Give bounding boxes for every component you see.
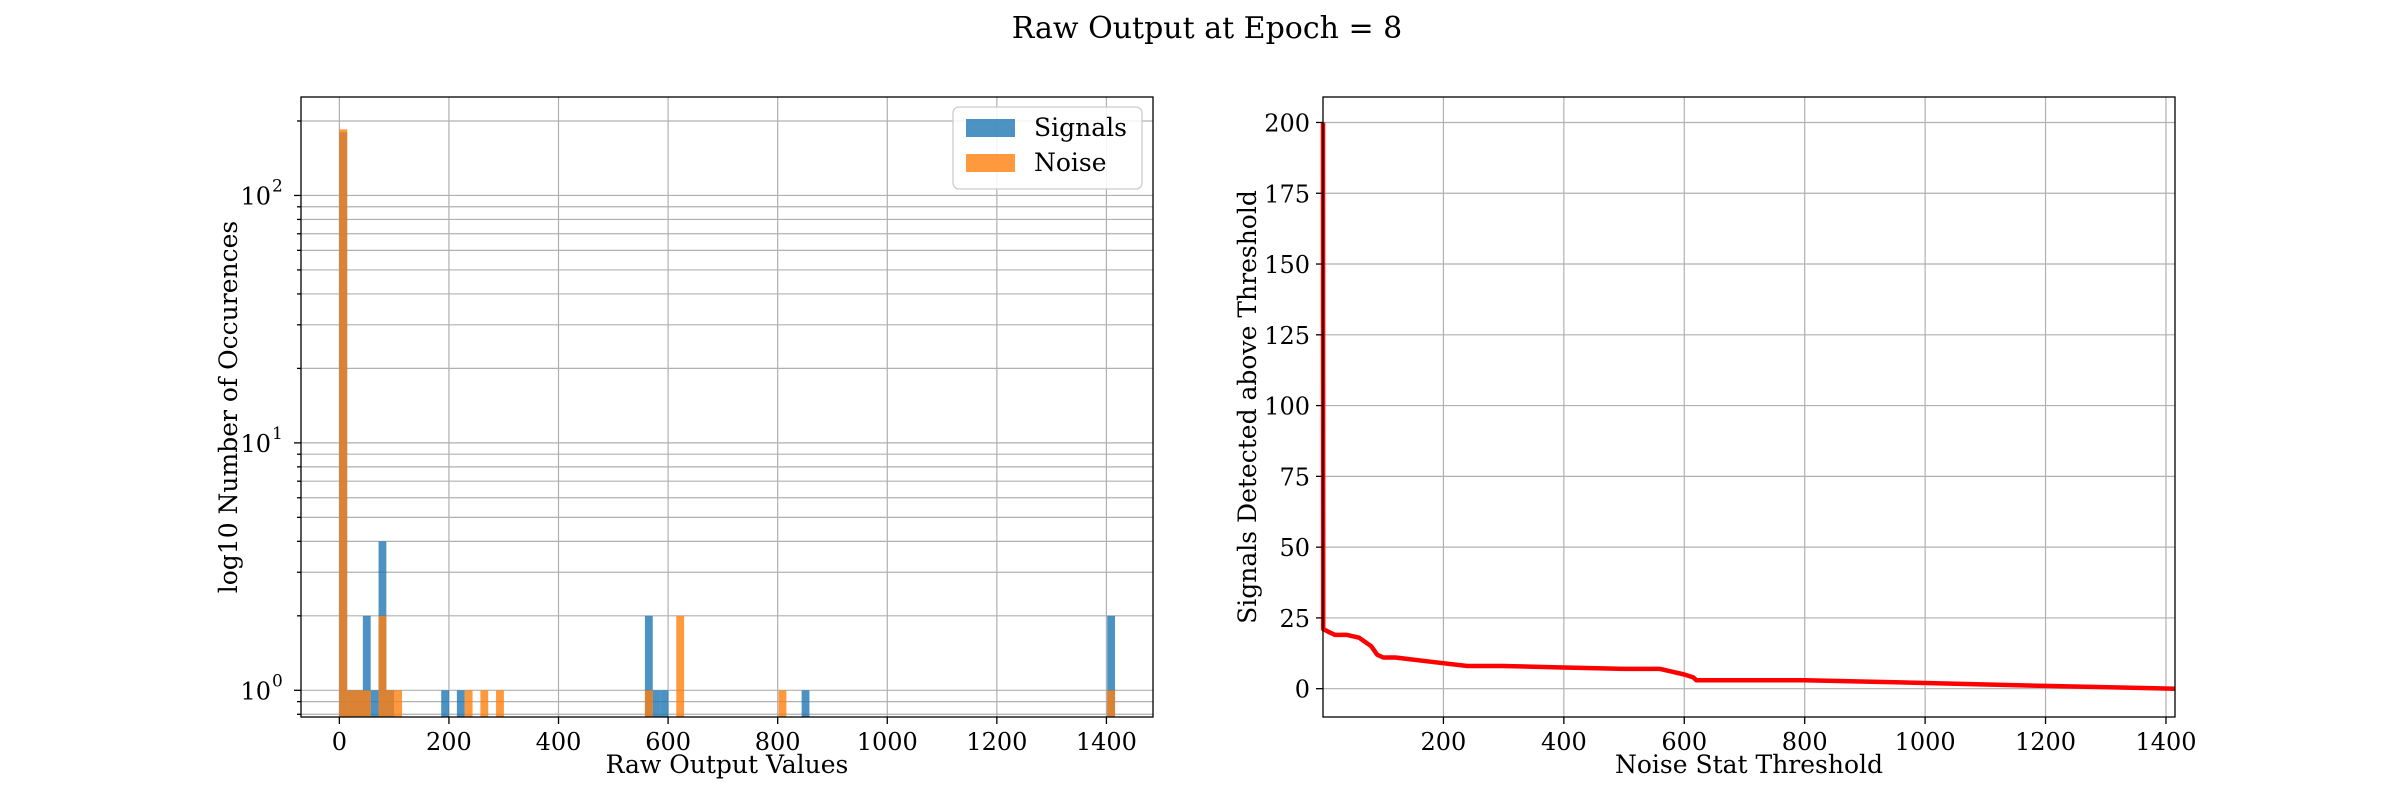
line-chart-x-ticks: 200 400 600 800 1000 1200 1400 xyxy=(1421,717,2197,756)
signals-above-threshold-line xyxy=(1320,122,2176,691)
legend-swatch-signals xyxy=(966,119,1015,137)
line-chart-x-tick-label: 400 xyxy=(1541,728,1587,756)
line-chart-y-tick-label: 50 xyxy=(1279,534,1310,562)
histogram-bar-noise xyxy=(355,690,363,717)
line-chart-frame xyxy=(1322,96,2176,718)
histogram-bar-noise xyxy=(480,690,489,717)
histogram-bar-signals xyxy=(370,690,379,717)
histogram-bar-noise xyxy=(778,690,787,717)
line-chart-y-tick-label: 75 xyxy=(1279,463,1310,491)
histogram-legend: Signals Noise xyxy=(952,106,1143,190)
line-chart-y-label: Signals Detected above Threshold xyxy=(1233,190,1262,624)
histogram-x-tick-label: 1000 xyxy=(857,728,918,756)
histogram-bar-signals xyxy=(456,690,465,717)
line-chart-y-tick-label: 25 xyxy=(1279,605,1310,633)
histogram-bar-noise xyxy=(1107,690,1116,717)
histogram-x-tick-label: 800 xyxy=(755,728,801,756)
histogram-x-tick-label: 1400 xyxy=(1076,728,1137,756)
histogram-x-tick-label: 1200 xyxy=(966,728,1027,756)
histogram-bar-noise xyxy=(496,690,504,717)
histogram-x-tick-label: 0 xyxy=(332,728,347,756)
histogram-bar-noise xyxy=(394,690,403,717)
histogram-x-tick-label: 400 xyxy=(536,728,582,756)
threshold-line-chart: 200 400 600 800 1000 1200 1400 0 25 50 75 100 125 15… xyxy=(1233,96,2197,779)
histogram-bar-signals xyxy=(362,615,371,717)
histogram-frame xyxy=(300,96,1154,718)
histogram-bar-signals xyxy=(660,690,669,717)
line-chart-y-tick-label: 150 xyxy=(1264,251,1310,279)
histogram-x-tick-label: 200 xyxy=(426,728,472,756)
line-chart-x-tick-label: 1400 xyxy=(2135,728,2196,756)
histogram-bar-signals xyxy=(801,690,810,717)
line-chart-grid xyxy=(1323,97,2175,717)
line-chart-x-label: Noise Stat Threshold xyxy=(1615,750,1883,779)
legend-label-noise: Noise xyxy=(1034,148,1107,177)
histogram-bar-noise xyxy=(378,615,387,717)
line-chart-y-tick-label: 0 xyxy=(1295,676,1310,704)
histogram-bar-noise xyxy=(362,690,371,717)
line-chart-x-tick-label: 800 xyxy=(1782,728,1828,756)
line-chart-x-tick-label: 1000 xyxy=(1895,728,1956,756)
histogram-y-tick-label: 10 xyxy=(240,182,271,210)
histogram-y-tick-exponent: 1 xyxy=(272,424,283,444)
line-chart-x-tick-label: 600 xyxy=(1661,728,1707,756)
line-chart-x-tick-label: 1200 xyxy=(2015,728,2076,756)
line-chart-y-tick-label: 175 xyxy=(1264,180,1310,208)
histogram-bar-signals xyxy=(441,690,450,717)
histogram-y-tick-exponent: 2 xyxy=(272,176,283,196)
histogram-bar-noise xyxy=(464,690,473,717)
histogram-y-label: log10 Number of Occurences xyxy=(214,221,243,594)
line-chart-y-ticks: 0 25 50 75 100 125 150 175 200 xyxy=(1264,109,1323,704)
line-chart-y-tick-label: 100 xyxy=(1264,393,1310,421)
line-chart-y-tick-label: 125 xyxy=(1264,322,1310,350)
histogram-x-tick-label: 600 xyxy=(645,728,691,756)
legend-swatch-noise xyxy=(966,154,1015,172)
histogram-bar-noise xyxy=(339,129,348,718)
histogram-x-ticks: 0 200 400 600 800 1000 1200 1400 xyxy=(332,717,1137,756)
histogram-bar-noise xyxy=(347,690,356,717)
figure-title: Raw Output at Epoch = 8 xyxy=(1012,11,1403,46)
line-chart-y-tick-label: 200 xyxy=(1264,109,1310,137)
histogram-bar-signals xyxy=(652,690,661,717)
histogram-y-tick-exponent: 0 xyxy=(272,671,283,691)
histogram-x-label: Raw Output Values xyxy=(606,750,849,779)
histogram-y-tick-label: 10 xyxy=(240,430,271,458)
histogram-bar-noise xyxy=(644,690,653,717)
histogram-bar-signals xyxy=(644,615,653,717)
histogram-bar-noise xyxy=(386,690,395,717)
legend-label-signals: Signals xyxy=(1034,113,1127,142)
histogram-bar-signals xyxy=(1107,615,1116,717)
line-chart-x-tick-label: 200 xyxy=(1421,728,1467,756)
histogram-y-tick-label: 10 xyxy=(240,677,271,705)
histogram-bar-noise xyxy=(676,615,685,717)
histogram-grid xyxy=(301,97,1153,717)
histogram-bars xyxy=(339,129,1116,718)
